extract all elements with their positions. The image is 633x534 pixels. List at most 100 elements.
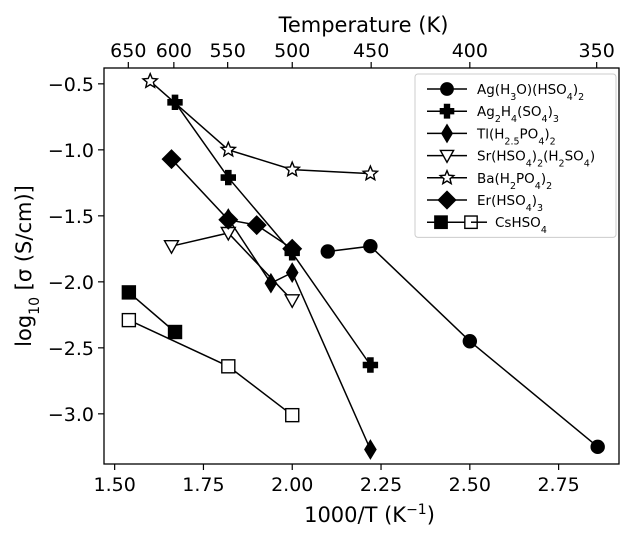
data-point [246,215,267,236]
legend-label-part: 2 [537,158,543,169]
data-point [320,244,335,259]
legend-label-part: 4 [526,203,532,214]
top-tick-label: 650 [110,40,146,62]
legend-label-part: Ba(H [477,171,510,187]
data-point [361,164,380,182]
series-line [170,158,293,250]
legend-label-part: 4 [584,158,590,169]
legend-label-part: 4 [542,114,548,125]
legend-label-part: CsHSO [495,215,541,231]
legend-label-part: 2 [510,180,516,191]
data-point [218,209,239,230]
legend-marker [439,103,455,119]
legend-label-part: 3 [510,92,516,103]
plot-frame [103,67,620,465]
data-point [163,239,180,255]
legend-label: Sr(HSO4)2(H2SO4) [477,149,595,170]
legend: Ag(H3O)(HSO4)2Ag2H4(SO4)3Tl(H2.5PO4)2Sr(… [414,73,617,238]
legend-label-part: ) [573,82,578,98]
y-tick-label: −3.0 [48,404,94,426]
legend-label: Ag2H4(SO4)3 [477,104,559,125]
series-line [327,245,599,448]
series-4 [141,71,380,182]
legend-marker [438,168,456,186]
legend-label-part: ) [590,149,595,165]
x-tick-label: 1.75 [182,474,224,496]
legend-label-part: 4 [526,158,532,169]
x-axis-ticks: 1.50 1.75 2.00 2.25 2.50 2.75 [93,464,580,496]
data-point [264,272,278,294]
legend-label-part: 2.5 [504,136,519,147]
x-axis-title-close: ) [427,503,435,527]
legend-label-part: ) [532,149,537,165]
x-tick-label: 2.50 [449,474,491,496]
x-axis-title: 1000/T (K−1) [304,502,435,527]
legend-label: CsHSO4 [495,215,547,236]
legend-label-part: Tl(H [476,126,504,142]
y-axis-title-rest: [σ (S/cm)] [12,185,36,297]
data-point [121,285,137,300]
legend-entry: Ba(H2PO4)2 [427,168,552,192]
series-line [174,101,372,366]
data-point [220,169,237,186]
legend-label-part: (SO [517,104,541,120]
top-tick-label: 400 [452,40,488,62]
data-point [141,71,160,89]
legend-entry: Sr(HSO4)2(H2SO4) [427,149,595,170]
x-tick-label: 2.25 [360,474,402,496]
series-7 [121,312,300,423]
y-tick-label: −2.0 [48,272,94,294]
data-point [161,149,182,170]
legend-marker [437,190,457,210]
legend-label-part: 4 [538,136,544,147]
data-point [362,357,379,373]
legend-entry: Ag2H4(SO4)3 [427,103,559,125]
data-point [462,334,478,349]
legend-label-part: O)(HSO [516,82,567,98]
data-point [121,312,137,328]
legend-label-part: (H [543,149,558,165]
series-3 [163,226,301,309]
legend-label-part: Ag(H [477,82,510,98]
x-tick-label: 1.50 [93,474,135,496]
legend-marker [440,123,454,144]
legend-label: Ag(H3O)(HSO4)2 [477,82,584,103]
legend-label-part: H [501,104,511,120]
legend-label-part: Sr(HSO [477,149,526,165]
y-axis-title-subscript: 10 [27,297,43,315]
legend-label: Ba(H2PO4)2 [477,171,552,192]
data-point [285,407,300,423]
top-axis-ticks: 650 600 550 500 450 400 350 [110,40,615,68]
data-point [590,439,605,455]
legend-marker [439,149,455,164]
legend-label-part: Er(HSO [477,193,526,209]
legend-entry: Er(HSO4)3 [427,190,543,214]
series-line [128,319,293,416]
data-point [167,324,183,340]
legend-label: Tl(H2.5PO4)2 [476,126,556,147]
legend-label-part: PO [520,126,539,142]
legend-entry: Tl(H2.5PO4)2 [427,123,556,147]
series-line [128,291,176,333]
legend-label-part: PO [516,171,535,187]
legend-label-part: SO [565,149,584,165]
legend-label-part: 3 [537,203,543,214]
x-axis-title-main: 1000/T (K [304,503,407,527]
data-point [221,359,236,374]
y-tick-label: −0.5 [48,74,94,96]
legend-label-part: ) [548,104,553,120]
legend-label-part: ) [541,171,546,187]
data-point [282,238,303,259]
top-tick-label: 350 [579,40,615,62]
legend-label-part: ) [544,126,549,142]
data-point [364,439,377,460]
top-axis-title: Temperature (K) [278,13,449,37]
y-axis-title-main: log [12,315,36,347]
data-point [363,238,378,254]
legend-label-part: ) [532,193,537,209]
legend-label-part: 3 [553,114,559,125]
legend-entry: Ag(H3O)(HSO4)2 [427,82,584,103]
legend-marker [434,215,448,230]
x-axis-title-exponent: −1 [406,502,427,518]
